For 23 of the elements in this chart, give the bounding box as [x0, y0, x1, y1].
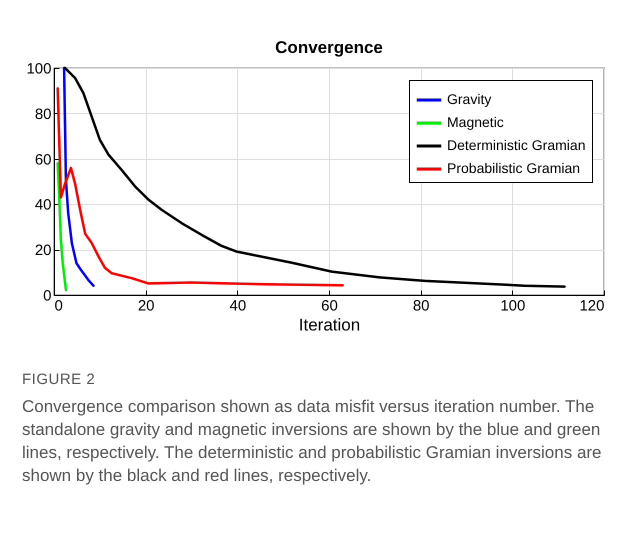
- legend-label: Probabilistic Gramian: [447, 160, 580, 176]
- legend-label: Gravity: [447, 91, 492, 107]
- line-series: [62, 66, 95, 287]
- x-tick-label: 40: [229, 298, 246, 314]
- y-tick-label: 20: [34, 242, 52, 260]
- text: Convergence comparison shown as data misfit versus iteration number. The standalone gravity and magnetic inversions are shown by the blue and green lines, respectively. The deterministic and probabilistic Gramian inversions are shown by the black and red lines, respectively.: [22, 396, 603, 487]
- chart-title: Convergence: [275, 38, 383, 57]
- line-series: [56, 162, 68, 292]
- y-tick-label: 100: [26, 60, 52, 78]
- line-series: [56, 87, 344, 286]
- x-tick-label: 80: [412, 298, 430, 314]
- y-tick-label: 80: [34, 106, 52, 123]
- y-tick-label: 60: [34, 151, 52, 168]
- x-tick-label: 0: [54, 298, 63, 314]
- x-tick-label: 100: [500, 298, 526, 314]
- legend-label: Deterministic Gramian: [447, 137, 586, 153]
- legend-label: Magnetic: [447, 114, 504, 130]
- x-axis-title: Iteration: [298, 316, 360, 334]
- x-tick-label: 120: [579, 298, 604, 314]
- x-tick-label: 60: [321, 298, 338, 314]
- caption: FIGURE 2: [22, 370, 96, 390]
- x-tick-label: 20: [138, 298, 155, 314]
- y-tick-label: 40: [34, 196, 52, 214]
